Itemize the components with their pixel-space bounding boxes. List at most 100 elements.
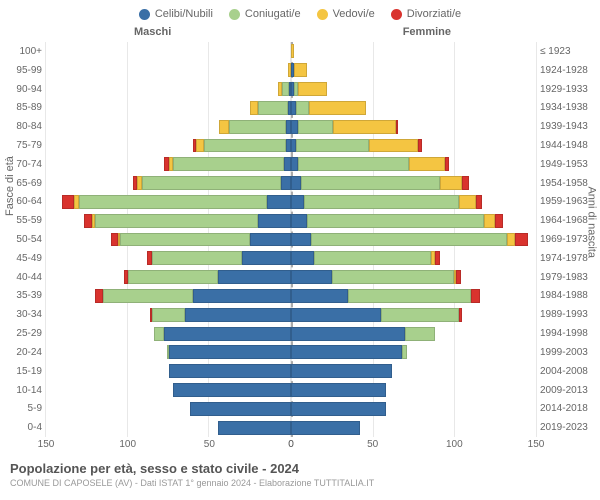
pyramid-row <box>46 305 536 324</box>
bar-segment-celibi <box>250 233 291 247</box>
pyramid-row <box>46 343 536 362</box>
bar-segment-coniugati <box>301 176 440 190</box>
header-female: Femmine <box>403 26 451 38</box>
legend-label: Vedovi/e <box>333 8 375 20</box>
pyramid-row <box>46 230 536 249</box>
legend-label: Divorziati/e <box>407 8 461 20</box>
legend-swatch <box>317 9 328 20</box>
bar-segment-divorziati <box>476 195 483 209</box>
bar-segment-celibi <box>185 308 291 322</box>
bar-segment-divorziati <box>396 120 398 134</box>
bar-segment-coniugati <box>120 233 251 247</box>
bar-segment-coniugati <box>304 195 459 209</box>
legend-label: Coniugati/e <box>245 8 301 20</box>
bar-segment-celibi <box>291 270 332 284</box>
bar-segment-celibi <box>258 214 291 228</box>
bar-segment-celibi <box>218 421 292 435</box>
pyramid-row <box>46 98 536 117</box>
bar-segment-divorziati <box>495 214 503 228</box>
pyramid-row <box>46 42 536 61</box>
bar-segment-vedovi <box>333 120 395 134</box>
header-male: Maschi <box>134 26 171 38</box>
bar-segment-coniugati <box>298 157 409 171</box>
bar-segment-coniugati <box>229 120 286 134</box>
age-label: 10-14 <box>4 381 42 400</box>
pyramid-row <box>46 381 536 400</box>
bar-segment-celibi <box>173 383 291 397</box>
bar-segment-divorziati <box>418 139 421 153</box>
x-tick: 150 <box>38 439 55 450</box>
chart-title: Popolazione per età, sesso e stato civil… <box>10 461 596 476</box>
bar-segment-celibi <box>291 251 314 265</box>
bar-segment-vedovi <box>409 157 445 171</box>
bars-area <box>46 42 536 437</box>
bar-segment-celibi <box>291 214 307 228</box>
birth-label: 1949-1953 <box>540 155 596 174</box>
pyramid-row <box>46 117 536 136</box>
pyramid-row <box>46 418 536 437</box>
bar-segment-coniugati <box>307 214 483 228</box>
bar-segment-coniugati <box>402 345 407 359</box>
bar-segment-coniugati <box>103 289 193 303</box>
bar-segment-celibi <box>291 308 381 322</box>
bar-segment-coniugati <box>311 233 507 247</box>
bar-segment-coniugati <box>405 327 434 341</box>
bar-segment-divorziati <box>435 251 440 265</box>
bar-segment-celibi <box>164 327 291 341</box>
y-axis-label-left: Fasce di età <box>4 156 16 216</box>
bar-segment-celibi <box>291 364 392 378</box>
birth-label: 1929-1933 <box>540 80 596 99</box>
bar-segment-celibi <box>291 421 360 435</box>
birth-label: 1999-2003 <box>540 343 596 362</box>
age-label: 45-49 <box>4 249 42 268</box>
pyramid-row <box>46 80 536 99</box>
birth-label: 2004-2008 <box>540 362 596 381</box>
y-axis-label-right: Anni di nascita <box>586 186 598 258</box>
bar-segment-celibi <box>169 364 292 378</box>
bar-segment-celibi <box>291 289 348 303</box>
legend-swatch <box>391 9 402 20</box>
bar-segment-vedovi <box>250 101 258 115</box>
x-tick: 150 <box>528 439 545 450</box>
bar-segment-vedovi <box>291 44 294 58</box>
x-tick: 0 <box>288 439 294 450</box>
bar-segment-coniugati <box>173 157 284 171</box>
x-tick: 100 <box>119 439 136 450</box>
bar-segment-celibi <box>291 383 386 397</box>
bar-segment-celibi <box>193 289 291 303</box>
bar-segment-coniugati <box>95 214 258 228</box>
birth-label: 1939-1943 <box>540 117 596 136</box>
bar-segment-celibi <box>291 402 386 416</box>
age-label: 50-54 <box>4 230 42 249</box>
bar-segment-celibi <box>291 176 301 190</box>
pyramid-row <box>46 136 536 155</box>
bar-segment-coniugati <box>348 289 471 303</box>
birth-label: 1944-1948 <box>540 136 596 155</box>
footer: Popolazione per età, sesso e stato civil… <box>4 461 596 488</box>
legend-item: Divorziati/e <box>391 8 461 20</box>
bar-segment-divorziati <box>459 308 462 322</box>
bar-segment-divorziati <box>445 157 450 171</box>
bar-segment-coniugati <box>142 176 281 190</box>
age-label: 80-84 <box>4 117 42 136</box>
bar-segment-celibi <box>291 195 304 209</box>
age-label: 35-39 <box>4 287 42 306</box>
birth-label: 2009-2013 <box>540 381 596 400</box>
bar-segment-celibi <box>291 327 405 341</box>
pyramid-row <box>46 174 536 193</box>
bar-segment-vedovi <box>298 82 327 96</box>
pyramid-row <box>46 268 536 287</box>
age-label: 20-24 <box>4 343 42 362</box>
bar-segment-celibi <box>218 270 292 284</box>
pyramid-row <box>46 211 536 230</box>
bar-segment-coniugati <box>296 101 309 115</box>
bar-segment-vedovi <box>369 139 418 153</box>
bar-segment-divorziati <box>84 214 92 228</box>
bar-segment-coniugati <box>79 195 267 209</box>
birth-label: 1924-1928 <box>540 61 596 80</box>
birth-label: 2014-2018 <box>540 399 596 418</box>
age-label: 30-34 <box>4 305 42 324</box>
bar-segment-coniugati <box>298 120 334 134</box>
plot-area: 100+95-9990-9485-8980-8475-7970-7465-696… <box>4 42 596 437</box>
chart-subtitle: COMUNE DI CAPOSELE (AV) - Dati ISTAT 1° … <box>10 478 596 488</box>
